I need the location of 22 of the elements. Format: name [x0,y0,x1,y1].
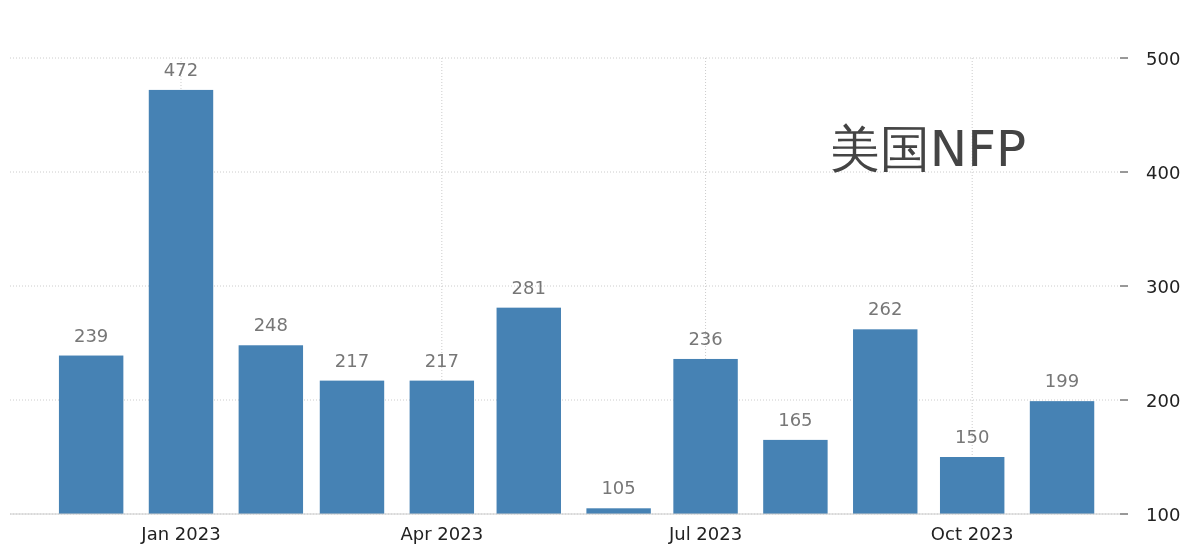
x-tick-label: Jan 2023 [140,523,221,544]
data-label: 217 [334,349,370,371]
data-label: 236 [688,327,723,349]
data-label: 199 [1044,370,1080,392]
y-tick-label: 400 [1146,162,1181,183]
y-tick-label: 100 [1146,504,1181,525]
x-tick-label: Jul 2023 [667,523,743,544]
data-label: 105 [601,477,636,499]
data-label: 239 [73,324,109,346]
y-tick-label: 500 [1146,48,1181,69]
data-label: 262 [868,298,903,320]
data-label: 472 [163,58,199,80]
data-label: 165 [778,408,813,430]
data-label: 248 [253,314,289,336]
x-tick-label: Oct 2023 [930,523,1014,544]
text: 美国NFP [829,120,1027,178]
data-label: 150 [955,426,990,447]
data-label: 281 [511,276,546,298]
y-tick-label: 200 [1146,390,1181,411]
y-tick-label: 300 [1146,276,1181,297]
data-label: 217 [424,349,460,371]
x-tick-label: Apr 2023 [400,523,484,544]
